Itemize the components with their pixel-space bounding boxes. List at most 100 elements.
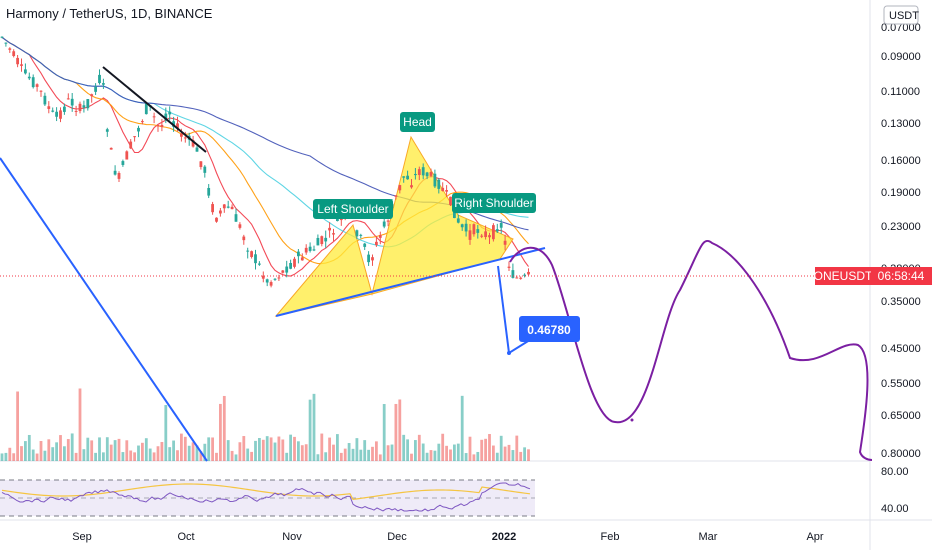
volume-bar — [406, 439, 409, 461]
price-tick-label: 0.11000 — [881, 86, 920, 98]
volume-bar — [402, 434, 406, 461]
volume-bar — [191, 442, 195, 461]
volume-bars — [0, 388, 530, 461]
candle-body — [74, 110, 78, 112]
candle-body — [51, 110, 55, 112]
volume-bar — [74, 452, 78, 461]
candle-body — [515, 277, 519, 279]
rsi-signal-line — [1, 483, 531, 501]
candle-body — [24, 69, 27, 74]
price-tick-label: 0.19000 — [881, 187, 921, 199]
candle-body — [375, 241, 378, 246]
volume-bar — [230, 450, 234, 461]
volume-bar — [199, 451, 203, 461]
candle-body — [308, 246, 312, 251]
candle-body — [468, 230, 472, 240]
price-tick-label: 0.09000 — [881, 51, 921, 63]
candle-body — [137, 127, 140, 132]
candle-body — [31, 77, 35, 88]
candle-body — [464, 223, 468, 232]
candle-body — [519, 277, 523, 279]
volume-bar — [507, 444, 511, 461]
volume-bar — [511, 450, 515, 461]
candle-body — [421, 167, 425, 176]
volume-bar — [261, 439, 265, 461]
candle-body — [35, 84, 39, 87]
rsi-tick-label: 40.00 — [881, 503, 909, 515]
volume-bar — [78, 388, 82, 461]
candle-body — [273, 278, 277, 280]
volume-bar — [211, 437, 214, 461]
volume-bar — [363, 440, 367, 461]
candle-body — [164, 113, 168, 121]
candle-body — [82, 105, 86, 108]
volume-bar — [125, 440, 129, 461]
volume-bar — [293, 436, 296, 461]
volume-bar — [180, 433, 183, 461]
candle-body — [511, 270, 515, 278]
rsi-panel: 80.00 40.00 — [0, 466, 909, 517]
volume-bar — [417, 434, 421, 461]
candle-body — [433, 173, 437, 187]
candle-body — [102, 83, 105, 85]
pattern-label-box — [400, 112, 435, 132]
candle-body — [246, 250, 250, 252]
volume-bar — [63, 446, 66, 461]
volume-bar — [55, 442, 58, 461]
candle-body — [378, 235, 382, 238]
pattern-label-text: Right Shoulder — [454, 196, 533, 210]
candle-body — [133, 136, 136, 138]
volume-bar — [277, 436, 281, 461]
candle-body — [12, 51, 16, 56]
candle-body — [320, 236, 324, 245]
volume-bar — [176, 450, 179, 461]
candle-body — [98, 74, 101, 84]
price-tick-label: 0.80000 — [881, 448, 921, 460]
volume-bar — [460, 395, 464, 461]
downtrend-line — [0, 157, 208, 462]
volume-bar — [468, 436, 472, 461]
candle-body — [226, 206, 230, 208]
rsi-tick-label: 80.00 — [881, 466, 909, 478]
x-tick-label: Nov — [282, 531, 302, 543]
candle-body — [277, 277, 281, 279]
volume-bar — [226, 440, 230, 461]
candle-body — [523, 274, 526, 276]
price-tick-label: 0.23000 — [881, 221, 921, 233]
volume-bar — [445, 445, 448, 461]
candle-body — [78, 103, 82, 112]
volume-bar — [98, 437, 101, 461]
candle-body — [250, 251, 253, 257]
candle-body — [180, 133, 183, 137]
candle-body — [191, 140, 195, 147]
candle-body — [195, 147, 199, 152]
candle-body — [281, 270, 285, 273]
candle-body — [105, 129, 109, 132]
volume-bar — [164, 404, 168, 461]
volume-bar — [156, 446, 160, 461]
volume-bar — [59, 435, 62, 461]
volume-bar — [20, 446, 23, 461]
volume-bar — [144, 438, 148, 461]
pattern-label-box — [452, 193, 536, 213]
candle-body — [90, 94, 94, 97]
volume-bar — [316, 454, 320, 461]
volume-bar — [43, 450, 47, 461]
candle-body — [367, 254, 370, 263]
candle-body — [207, 187, 211, 196]
volume-bar — [137, 445, 140, 461]
candle-body — [437, 179, 441, 189]
volume-bar — [51, 447, 55, 461]
volume-bar — [129, 450, 133, 461]
price-tick-label: 0.55000 — [881, 378, 921, 390]
volume-bar — [105, 437, 109, 461]
volume-bar — [285, 452, 289, 461]
volume-bar — [109, 444, 113, 461]
volume-bar — [488, 434, 491, 461]
volume-bar — [398, 399, 402, 461]
x-tick-label: Dec — [387, 531, 407, 543]
volume-bar — [117, 438, 121, 461]
candle-body — [121, 161, 125, 165]
candle-body — [55, 111, 58, 117]
